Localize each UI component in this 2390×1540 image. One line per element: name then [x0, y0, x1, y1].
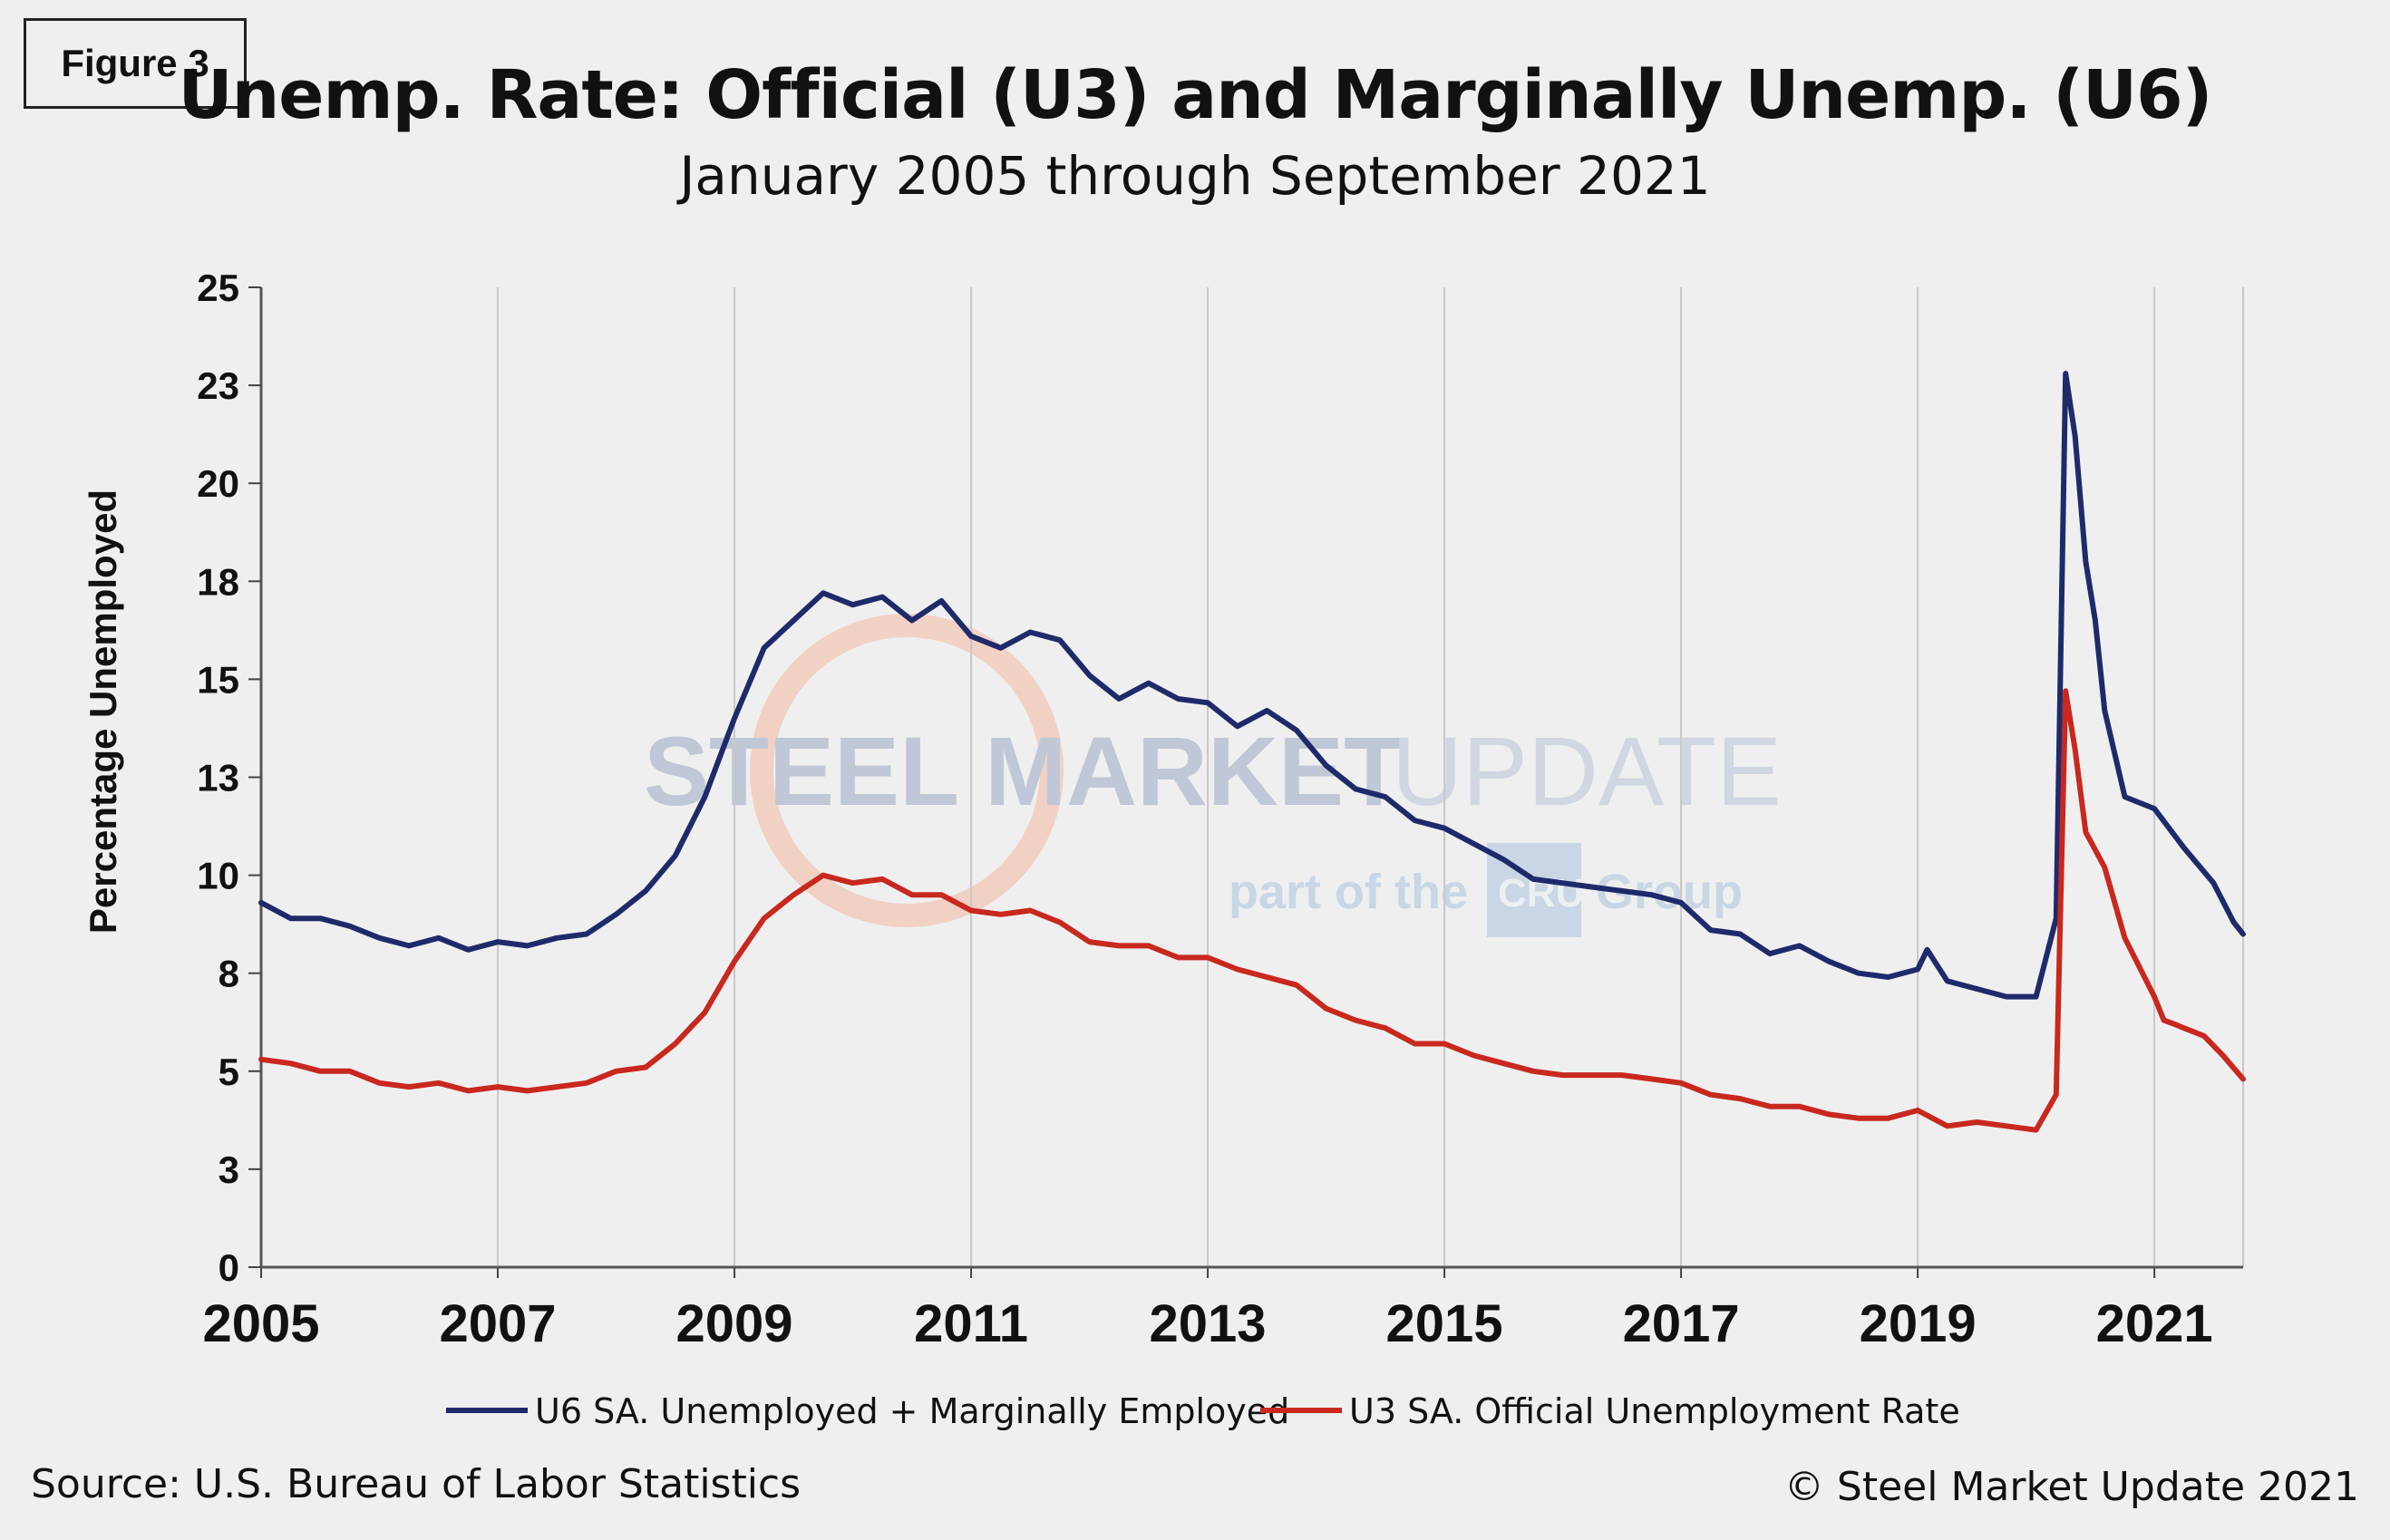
source-note: Source: U.S. Bureau of Labor Statistics — [31, 1461, 802, 1507]
figure-label: Figure 3 — [24, 18, 247, 109]
y-tick-label-7: 18 — [197, 560, 239, 603]
legend-label-u3: U3 SA. Official Unemployment Rate — [1349, 1391, 1960, 1431]
chart-title: Unemp. Rate: Official (U3) and Marginall… — [178, 56, 2213, 134]
y-tick-label-10: 25 — [197, 266, 239, 309]
y-tick-label-8: 20 — [197, 462, 239, 505]
series-line-u6 — [258, 371, 2246, 1000]
series-line-u3 — [258, 688, 2246, 1133]
y-tick-label-6: 15 — [197, 658, 239, 701]
x-tick-label-2011: 2011 — [914, 1294, 1028, 1353]
x-tick-label-2017: 2017 — [1623, 1294, 1740, 1353]
gridlines — [497, 287, 2244, 1267]
y-tick-label-9: 23 — [197, 364, 239, 407]
x-tick-label-2021: 2021 — [2096, 1294, 2213, 1353]
watermark-text-light: UPDATE — [1392, 716, 1782, 826]
x-tick-label-2005: 2005 — [202, 1294, 319, 1353]
chart-subtitle: January 2005 through September 2021 — [679, 145, 1711, 207]
y-tick-label-4: 10 — [197, 855, 239, 897]
x-tick-label-2019: 2019 — [1860, 1294, 1977, 1353]
watermark-subtext-left: part of the — [1229, 865, 1468, 919]
axes — [248, 286, 2243, 1278]
y-axis-label: Percentage Unemployed — [82, 489, 124, 934]
legend-label-u6: U6 SA. Unemployed + Marginally Employed — [535, 1391, 1289, 1431]
x-tick-label-2015: 2015 — [1386, 1294, 1503, 1353]
y-tick-label-5: 13 — [197, 757, 239, 799]
legend: U6 SA. Unemployed + Marginally Employed U… — [446, 1391, 1960, 1431]
x-tick-labels: 2005 2007 2009 2011 2013 2015 2017 2019 2021 — [202, 1294, 2212, 1353]
y-tick-label-0: 0 — [219, 1246, 239, 1289]
watermark-swirl — [750, 614, 1064, 927]
y-tick-label-2: 5 — [219, 1051, 239, 1093]
y-tick-label-3: 8 — [219, 953, 239, 995]
y-tick-label-1: 3 — [219, 1148, 239, 1191]
y-tick-labels: 0 3 5 8 10 13 15 18 20 23 25 — [197, 266, 239, 1289]
x-tick-label-2013: 2013 — [1150, 1294, 1267, 1353]
watermark-text-dark: STEEL MARKET — [644, 716, 1404, 826]
copyright-note: © Steel Market Update 2021 — [1783, 1464, 2359, 1510]
series-lines — [258, 371, 2246, 1133]
x-tick-label-2007: 2007 — [439, 1294, 556, 1353]
watermark: STEEL MARKET UPDATE part of the CRU Grou… — [644, 614, 1782, 937]
x-tick-label-2009: 2009 — [676, 1294, 793, 1353]
